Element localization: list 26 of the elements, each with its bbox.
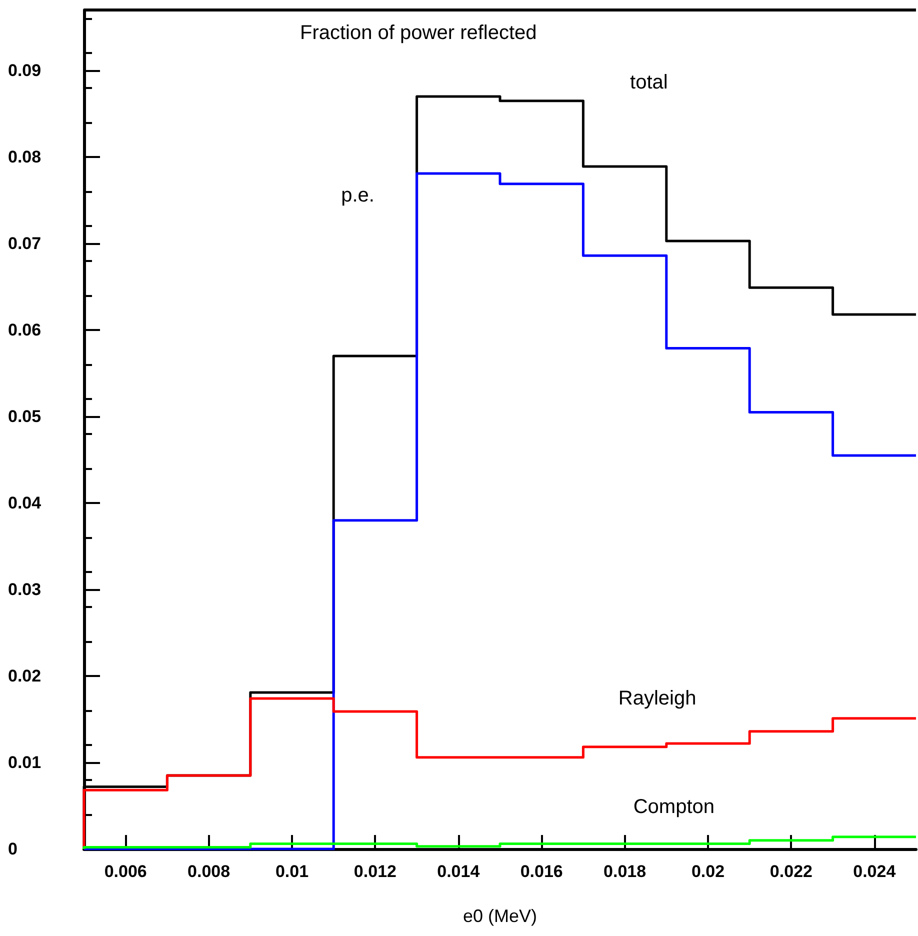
x-tick-label: 0.014: [437, 862, 480, 881]
text: Fraction of power reflected: [300, 22, 537, 44]
y-tick-label: 0.08: [8, 148, 42, 167]
text: total: [630, 71, 668, 94]
x-tick-label: 0.016: [520, 862, 563, 881]
x-axis-title: e0 (MeV): [462, 906, 538, 926]
y-tick-label: 0.04: [8, 494, 42, 513]
y-tick-label: 0: [8, 840, 18, 858]
y-tick-label: 0.02: [8, 666, 42, 686]
x-tick-label: 0.024: [853, 862, 896, 881]
y-tick-label: 0.09: [8, 61, 42, 80]
y-tick-label: 0.06: [8, 320, 42, 340]
x-tick-label: 0.006: [104, 862, 147, 881]
x-tick-label: 0.02: [691, 862, 725, 881]
x-tick-label: 0.008: [188, 862, 230, 881]
y-tick-label: 0.05: [8, 407, 42, 426]
text: p.e.: [341, 184, 374, 206]
x-tick-label: 0.022: [770, 862, 812, 881]
series-label: Compton: [633, 796, 714, 818]
x-tick-label: 0.01: [275, 862, 309, 881]
y-tick-label: 0.07: [8, 234, 42, 254]
x-tick-label: 0.012: [354, 862, 396, 881]
series-label: Rayleigh: [618, 687, 696, 710]
y-tick-label: 0.03: [8, 580, 42, 600]
x-tick-label: 0.018: [604, 862, 646, 881]
y-tick-label: 0.01: [8, 753, 42, 772]
